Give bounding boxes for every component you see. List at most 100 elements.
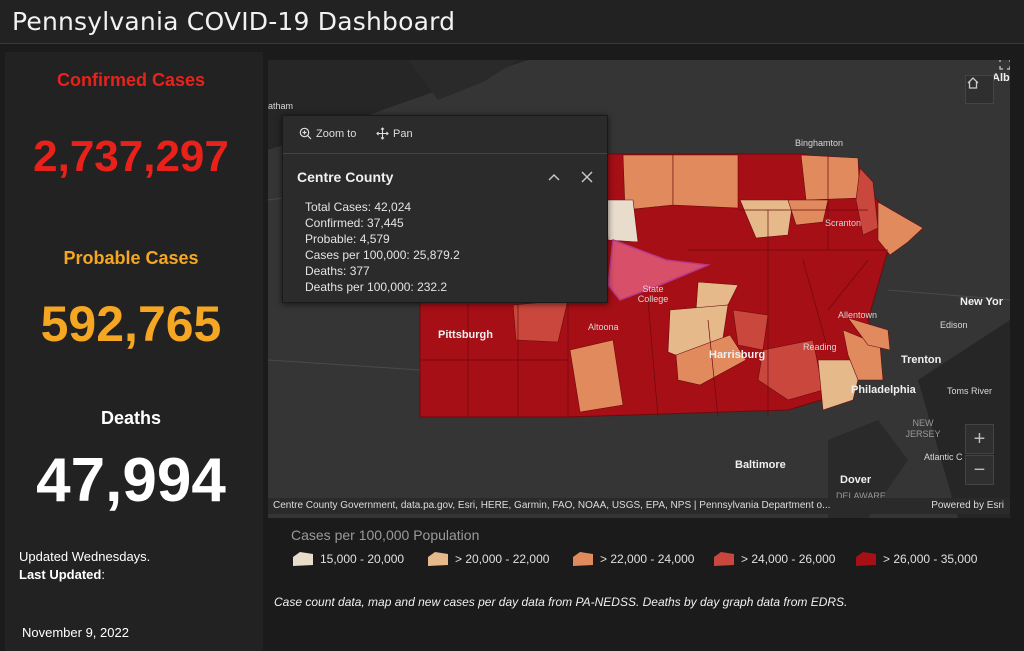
map-label-dover: Dover [840,474,872,486]
confirmed-cases-label: Confirmed Cases [56,70,206,90]
legend-item: > 26,000 - 35,000 [855,551,977,567]
map-label-albany: Alb [992,72,1010,84]
popup-line-cases-per-100k: Cases per 100,000: 25,879.2 [305,248,460,262]
legend-swatch-2 [428,552,448,566]
legend-swatch-1 [293,552,313,566]
map-label-allentown: Allentown [838,310,878,320]
county-shape[interactable] [672,154,739,209]
map-label-trenton: Trenton [901,354,942,366]
probable-cases-label: Probable Cases [63,248,199,268]
stats-panel [5,52,263,651]
centre-county-shape[interactable] [607,238,711,301]
zoom-out-icon: − [973,458,986,481]
legend-label: > 20,000 - 22,000 [455,552,550,566]
county-shape[interactable] [739,199,794,239]
map-label-new-jersey: NEW JERSEY [905,418,941,439]
county-shape[interactable] [512,299,569,343]
attribution-text: Centre County Government, data.pa.gov, E… [273,500,831,511]
map-label-philadelphia: Philadelphia [851,384,916,396]
close-button[interactable] [580,170,594,184]
zoom-in-icon: + [973,427,986,450]
zoom-to-icon [299,127,312,140]
legend-item: > 20,000 - 22,000 [427,551,549,567]
last-updated-date: November 9, 2022 [22,625,129,640]
legend-item: > 24,000 - 26,000 [713,551,835,567]
county-shape[interactable] [800,154,861,201]
zoom-out-button[interactable]: − [965,455,994,485]
lake-ontario-shape [408,60,518,100]
map-label-reading: Reading [803,342,837,352]
map-label-chatham: atham [268,101,294,111]
zoom-to-action[interactable]: Zoom to [299,127,356,140]
popup-line-probable: Probable: 4,579 [305,232,390,246]
popup-line-deaths: Deaths: 377 [305,264,370,278]
popup-body: Total Cases: 42,024 Confirmed: 37,445 Pr… [305,199,460,295]
chevron-up-icon [548,174,560,181]
map-label-scranton: Scranton [825,218,862,228]
popup-line-confirmed: Confirmed: 37,445 [305,216,404,230]
pan-icon [376,127,389,140]
map-label-baltimore: Baltimore [735,459,786,471]
pan-label: Pan [393,127,413,140]
collapse-button[interactable] [547,170,561,184]
popup-line-deaths-per-100k: Deaths per 100,000: 232.2 [305,280,448,294]
map-legend: Cases per 100,000 Population 15,000 - 20… [280,522,996,578]
county-shape[interactable] [605,199,639,243]
home-icon [967,77,979,89]
deaths-label: Deaths [100,408,162,428]
legend-swatch-5 [856,552,876,566]
zoom-in-button[interactable]: + [965,424,994,454]
legend-swatch-4 [714,552,734,566]
county-shape[interactable] [787,199,829,226]
zoom-to-label: Zoom to [316,127,357,140]
county-shape[interactable] [877,201,924,256]
confirmed-cases-value: 2,737,297 [33,132,229,181]
county-popup: Zoom to Pan Centre County Total Cases: 4… [282,115,608,303]
map-label-atlantic-city: Atlantic C [924,452,963,462]
map-label-state-college: State College [637,284,669,304]
probable-cases-value: 592,765 [40,296,222,352]
county-shape[interactable] [675,334,747,386]
bay-shape [828,420,908,518]
map-label-harrisburg: Harrisburg [709,349,766,361]
map-label-delaware: DELAWARE [836,491,886,501]
map-label-toms-river: Toms River [947,386,993,396]
expand-icon [999,60,1010,70]
pan-action[interactable]: Pan [376,127,413,140]
update-frequency-note: Updated Wednesdays. [19,549,151,564]
map-label-altoona: Altoona [588,322,619,332]
legend-item: > 22,000 - 24,000 [572,551,694,567]
last-updated-text: Last Updated [19,567,102,582]
title-bar: Pennsylvania COVID-19 Dashboard [0,0,1024,44]
deaths-value: 47,994 [36,446,226,515]
map-label-edison: Edison [940,320,968,330]
county-shape[interactable] [817,359,864,411]
county-shape[interactable] [855,167,879,236]
last-updated-colon: : [101,567,105,582]
legend-label: > 22,000 - 24,000 [600,552,695,566]
legend-label: > 26,000 - 35,000 [883,552,978,566]
county-shape[interactable] [732,309,769,351]
legend-label: 15,000 - 20,000 [320,552,405,566]
page-title: Pennsylvania COVID-19 Dashboard [12,7,456,36]
county-shape[interactable] [569,339,624,413]
county-shape[interactable] [847,317,891,351]
popup-title: Centre County [297,169,394,185]
map-label-new-york: New Yor [960,296,1003,308]
popup-actions: Zoom to Pan [283,116,607,154]
legend-item: 15,000 - 20,000 [292,551,404,567]
map-label-pittsburgh: Pittsburgh [438,329,493,341]
county-shape[interactable] [757,339,824,401]
map-attribution: Centre County Government, data.pa.gov, E… [268,498,1010,514]
expand-button[interactable] [999,60,1010,72]
data-source-note: Case count data, map and new cases per d… [274,595,848,609]
powered-by-esri[interactable]: Powered by Esri [931,500,1004,511]
legend-label: > 24,000 - 26,000 [741,552,836,566]
popup-line-total: Total Cases: 42,024 [305,200,412,214]
last-updated-label: Last Updated: [19,567,105,582]
close-icon [581,171,593,183]
home-button[interactable] [965,75,994,104]
legend-swatch-3 [573,552,593,566]
legend-title: Cases per 100,000 Population [291,527,480,543]
map-label-binghamton: Binghamton [795,138,844,148]
